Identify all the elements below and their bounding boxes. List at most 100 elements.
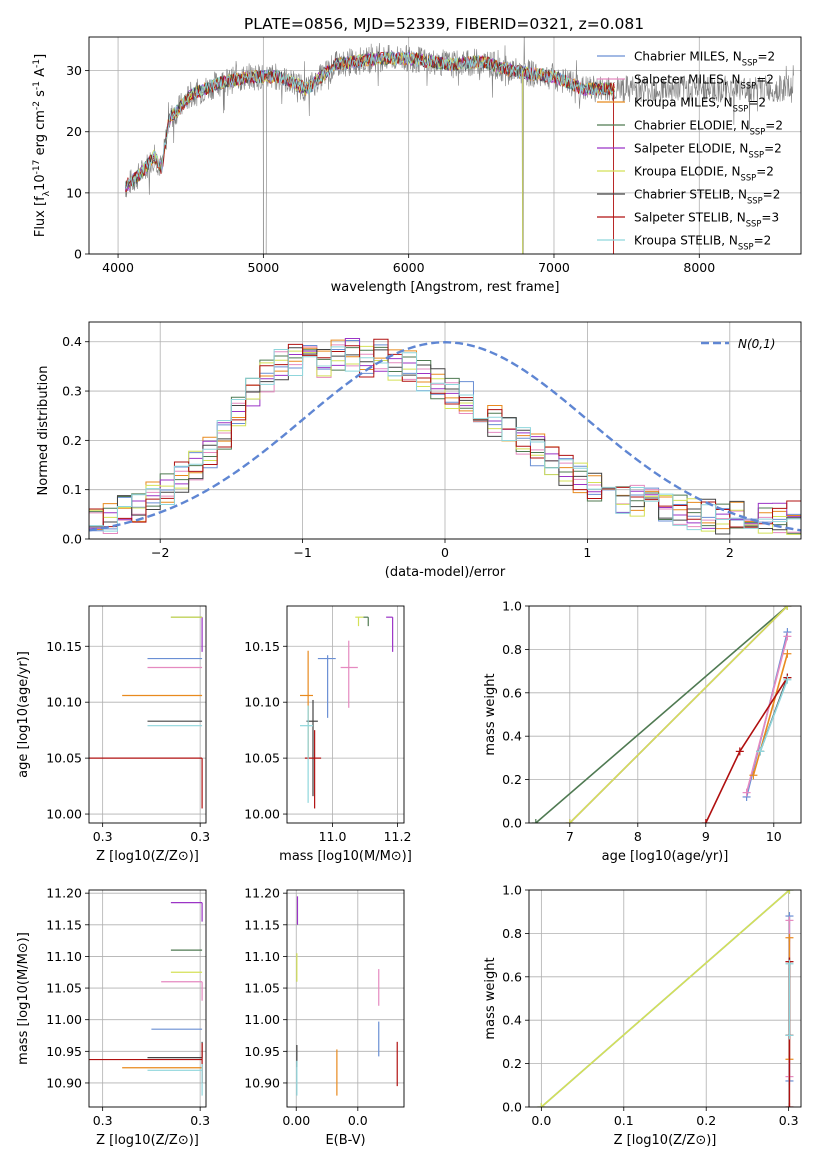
cumulative-line-kroupa-elodie (540, 890, 790, 1107)
marker-salpeter-stelib (785, 1103, 794, 1107)
plot-area (89, 902, 203, 1096)
marker-kroupa-stelib (785, 959, 794, 968)
marker-salpeter-stelib (701, 819, 710, 823)
axes-residuals: −2 −1 0 1 2 0.0 0.1 0.2 0.3 0.4 (data-model)/error… (36, 321, 802, 580)
x-tick-label: 0 (441, 545, 449, 560)
grid (287, 606, 404, 823)
spectrum-legend: Chabrier MILES, NSSP=2 Salpeter MILES, NS… (597, 50, 783, 252)
y-tick-label: 0.8 (502, 642, 522, 657)
legend-label: Kroupa STELIB, NSSP=2 (634, 234, 771, 252)
y-tick-label: 10.15 (244, 639, 280, 654)
axes-age_vs_mass: 11.0 11.2 10.00 10.05 10.10 10.15 mass [log10(… (244, 605, 412, 864)
ticks (85, 341, 731, 543)
marker-salpeter-miles (783, 632, 792, 641)
y-tick-label: 0.4 (502, 1013, 522, 1028)
marker-kroupa-elodie (783, 606, 792, 610)
histogram-step-kroupa-stelib (89, 346, 801, 539)
axes-frame (88, 36, 802, 255)
y-tick-label: 11.05 (244, 981, 280, 996)
x-tick-label: 0.3 (190, 1113, 210, 1128)
legend-label: Salpeter STELIB, NSSP=3 (634, 211, 779, 229)
x-tick-label: 0.3 (93, 1113, 113, 1128)
axes-frame (88, 321, 802, 540)
errorbar-kroupa-miles (300, 650, 313, 759)
y-axis-label: age [log10(age/yr)] (16, 651, 31, 778)
x-tick-label: 4000 (102, 260, 134, 275)
x-tick-label: 11.0 (319, 829, 347, 844)
x-tick-label: 0.1 (614, 1113, 634, 1128)
legend-label: Salpeter ELODIE, NSSP=2 (634, 142, 782, 160)
y-tick-label: 0.4 (62, 334, 82, 349)
plot-area (89, 616, 203, 809)
legend-label: Salpeter MILES, NSSP=2 (634, 73, 774, 91)
x-tick-label: 0.3 (779, 1113, 799, 1128)
marker-kroupa-elodie (565, 819, 574, 823)
y-tick-label: 0.0 (62, 532, 82, 547)
marker-kroupa-stelib (785, 1031, 794, 1040)
y-tick-label: 0.6 (502, 969, 522, 984)
x-tick-label: 0.00 (282, 1113, 310, 1128)
plot-area (531, 606, 792, 823)
x-tick-label: 0.2 (696, 1113, 716, 1128)
x-tick-label: 8 (634, 829, 642, 844)
axes-frame (286, 605, 405, 824)
legend-label: Chabrier ELODIE, NSSP=2 (634, 119, 783, 137)
normal-curve (89, 341, 801, 532)
x-tick-label: 0.0 (531, 1113, 551, 1128)
x-axis-label: age [log10(age/yr)] (602, 849, 729, 864)
x-tick-label: 1 (583, 545, 591, 560)
y-tick-label: 0.8 (502, 926, 522, 941)
cumulative-line-kroupa-stelib (759, 679, 789, 752)
axes-frame (88, 605, 207, 824)
y-tick-label: 0.2 (502, 772, 522, 787)
y-tick-label: 11.00 (46, 1012, 82, 1027)
cumulative-line-chabrier-elodie (535, 606, 788, 823)
grid (287, 890, 404, 1107)
y-tick-label: 10.05 (244, 751, 280, 766)
y-tick-label: 11.15 (46, 917, 82, 932)
model-line-kroupa-stelib (124, 51, 615, 190)
errorbar-chabrier-miles (317, 655, 336, 718)
legend-label: Kroupa ELODIE, NSSP=2 (634, 165, 774, 183)
errorbar-salpeter-stelib (89, 1043, 203, 1083)
ticks (85, 70, 700, 258)
marker-kroupa-elodie (537, 1103, 546, 1107)
y-tick-label: 0.2 (502, 1056, 522, 1071)
y-axis-label: Flux [fλ10-17 erg cm-2 s-1 A-1] (32, 54, 52, 237)
figure-title: PLATE=0856, MJD=52339, FIBERID=0321, z=0… (244, 15, 644, 33)
legend-label: Chabrier MILES, NSSP=2 (634, 50, 775, 68)
marker-chabrier-elodie (531, 819, 540, 823)
marker-kroupa-miles (785, 933, 794, 942)
grid (89, 322, 801, 540)
plot-area (124, 37, 794, 254)
axes-cumulative_Z: 0.0 0.1 0.2 0.3 0.0 0.2 0.4 0.6 0.8 1.0 Z [log10(Z… (483, 883, 802, 1148)
cumulative-line-kroupa-miles (752, 653, 789, 776)
y-tick-label: 0.2 (62, 433, 82, 448)
cumulative-line-kroupa-elodie (569, 606, 788, 823)
histogram-step-salpeter-stelib (89, 338, 801, 539)
errorbar-salpeter-stelib (89, 757, 203, 809)
ticks (525, 889, 790, 1111)
axes-cumulative_age: 7 8 9 10 0.0 0.2 0.4 0.6 0.8 1.0 age [log10(age/yr… (483, 599, 802, 864)
errorbar-kroupa-stelib (147, 1063, 203, 1096)
y-tick-label: 11.05 (46, 981, 82, 996)
y-axis-label: Normed distribution (36, 366, 51, 496)
marker-salpeter-stelib (735, 747, 744, 756)
marker-salpeter-miles (785, 916, 794, 925)
axes-frame (286, 889, 405, 1108)
axes-age_vs_Z: 0.3 0.3 10.00 10.05 10.10 10.15 Z [log10(Z/Z⊙)… (16, 605, 210, 864)
y-tick-label: 30 (66, 63, 82, 78)
model-line-kroupa-miles (124, 51, 615, 193)
grid (89, 606, 206, 823)
axes-frame (528, 605, 802, 824)
errorbar-salpeter-elodie (386, 616, 394, 652)
y-tick-label: 0.6 (502, 685, 522, 700)
y-tick-label: 10.10 (244, 695, 280, 710)
x-tick-label: 7000 (538, 260, 570, 275)
marker-kroupa-elodie (785, 890, 794, 894)
errorbar-chabrier-stelib (147, 1041, 203, 1059)
y-tick-label: 10.10 (46, 695, 82, 710)
axes-mass_vs_Z: 0.3 0.3 10.90 10.95 11.00 11.05 11.10 11.15 11.2… (16, 886, 210, 1148)
y-tick-label: 10.90 (46, 1075, 82, 1090)
